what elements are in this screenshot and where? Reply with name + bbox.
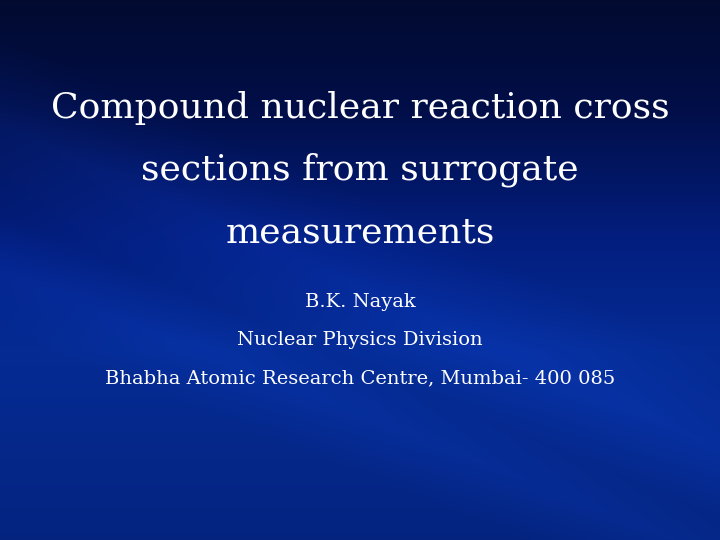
Text: B.K. Nayak: B.K. Nayak [305,293,415,312]
Text: measurements: measurements [225,215,495,249]
Text: Compound nuclear reaction cross: Compound nuclear reaction cross [50,91,670,125]
Text: Bhabha Atomic Research Centre, Mumbai- 400 085: Bhabha Atomic Research Centre, Mumbai- 4… [105,369,615,387]
Text: sections from surrogate: sections from surrogate [141,153,579,187]
Text: Nuclear Physics Division: Nuclear Physics Division [237,331,483,349]
